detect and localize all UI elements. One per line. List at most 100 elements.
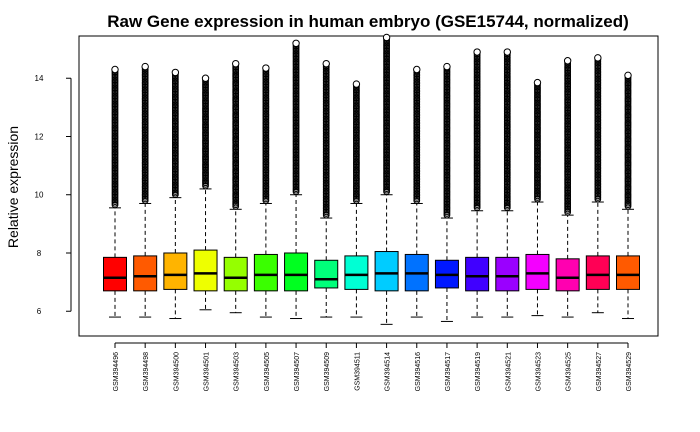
box-GSM394527 xyxy=(585,54,610,314)
outlier-point xyxy=(594,54,602,62)
x-tick-label: GSM394523 xyxy=(535,352,542,391)
outlier-points xyxy=(232,59,240,210)
x-tick-label: GSM394498 xyxy=(143,352,150,391)
outlier-points xyxy=(322,59,330,219)
outlier-points xyxy=(594,54,602,203)
box-iqr xyxy=(465,256,490,292)
boxes-group xyxy=(103,33,640,325)
outlier-point xyxy=(413,65,421,74)
outlier-point xyxy=(473,48,481,56)
outlier-point xyxy=(533,78,542,87)
outlier-point xyxy=(171,68,180,77)
outlier-point xyxy=(322,59,330,68)
x-tick-label: GSM394514 xyxy=(385,352,392,391)
box-GSM394511 xyxy=(344,80,369,318)
y-tick-label: 8 xyxy=(37,249,42,258)
y-tick-label: 14 xyxy=(35,74,44,83)
box-iqr xyxy=(163,252,188,290)
plot-frame xyxy=(78,35,659,337)
box-GSM394525 xyxy=(555,57,580,318)
box-iqr xyxy=(103,256,127,292)
box-iqr xyxy=(525,253,550,290)
outlier-points xyxy=(201,74,210,190)
y-tick-label: 12 xyxy=(35,132,44,141)
x-tick-label: GSM394517 xyxy=(445,352,452,391)
outlier-points xyxy=(533,78,542,203)
outlier-point xyxy=(624,71,632,80)
outlier-points xyxy=(503,48,511,212)
x-tick-label: GSM394529 xyxy=(626,352,633,391)
outlier-points xyxy=(443,62,451,219)
box-GSM394519 xyxy=(465,48,490,318)
box-GSM394514 xyxy=(374,33,399,325)
box-GSM394517 xyxy=(434,62,459,322)
box-GSM394500 xyxy=(163,68,188,320)
box-GSM394501 xyxy=(193,74,218,311)
outlier-points xyxy=(352,80,361,204)
outlier-points xyxy=(111,65,119,209)
outlier-points xyxy=(624,71,632,210)
y-tick-label: 6 xyxy=(37,307,42,316)
box-iqr xyxy=(223,256,248,292)
x-tick-label: GSM394521 xyxy=(505,352,512,391)
box-GSM394496 xyxy=(103,65,127,318)
x-tick-label: GSM394509 xyxy=(324,352,331,391)
box-GSM394523 xyxy=(525,78,550,317)
outlier-point xyxy=(232,59,240,68)
x-tick-label: GSM394507 xyxy=(294,352,301,391)
box-iqr xyxy=(314,259,339,289)
x-tick-label: GSM394500 xyxy=(173,352,180,391)
x-tick-label: GSM394511 xyxy=(354,352,361,391)
box-iqr xyxy=(495,256,520,292)
box-iqr xyxy=(193,249,218,292)
outlier-points xyxy=(413,65,421,204)
outlier-point xyxy=(382,33,391,42)
y-tick-label: 10 xyxy=(35,191,44,200)
y-axis: 6 8 10 12 14 xyxy=(35,74,72,316)
x-tick-label: GSM394501 xyxy=(204,352,211,391)
outlier-point xyxy=(111,65,119,74)
x-tick-label: GSM394503 xyxy=(234,352,241,391)
box-iqr xyxy=(555,258,580,292)
box-GSM394521 xyxy=(495,48,520,318)
box-GSM394503 xyxy=(223,59,248,314)
x-tick-label: GSM394525 xyxy=(566,352,573,391)
outlier-point xyxy=(292,39,300,47)
outlier-point xyxy=(503,48,511,56)
box-GSM394509 xyxy=(314,59,339,318)
x-tick-label: GSM394505 xyxy=(264,352,271,391)
box-GSM394516 xyxy=(404,65,429,318)
outlier-points xyxy=(262,64,270,204)
outlier-points xyxy=(292,39,300,196)
outlier-point xyxy=(352,80,361,88)
box-iqr xyxy=(253,253,278,292)
outlier-point xyxy=(563,57,572,65)
box-iqr xyxy=(133,255,158,292)
outlier-point xyxy=(262,64,270,72)
box-GSM394505 xyxy=(253,64,278,318)
box-iqr xyxy=(616,255,640,290)
x-tick-label: GSM394519 xyxy=(475,352,482,391)
x-tick-label: GSM394516 xyxy=(415,352,422,391)
outlier-point xyxy=(443,62,451,71)
box-iqr xyxy=(374,251,399,292)
box-iqr xyxy=(585,255,610,290)
chart-title: Raw Gene expression in human embryo (GSE… xyxy=(107,12,629,31)
box-GSM394498 xyxy=(133,62,158,318)
y-axis-label: Relative expression xyxy=(5,126,21,248)
x-tick-label: GSM394527 xyxy=(596,352,603,391)
outlier-points xyxy=(141,62,149,204)
outlier-points xyxy=(473,48,481,212)
outlier-points xyxy=(171,68,180,199)
box-GSM394529 xyxy=(616,71,640,320)
outlier-point xyxy=(141,62,149,71)
x-axis: GSM394496 GSM394498 GSM394500 GSM394501 GSM3… xyxy=(113,342,633,391)
box-iqr xyxy=(344,255,369,290)
outlier-points xyxy=(382,33,391,196)
x-tick-label: GSM394496 xyxy=(113,352,120,391)
outlier-points xyxy=(563,57,572,216)
box-GSM394507 xyxy=(284,39,309,320)
box-iqr xyxy=(284,252,309,292)
outlier-point xyxy=(201,74,210,82)
